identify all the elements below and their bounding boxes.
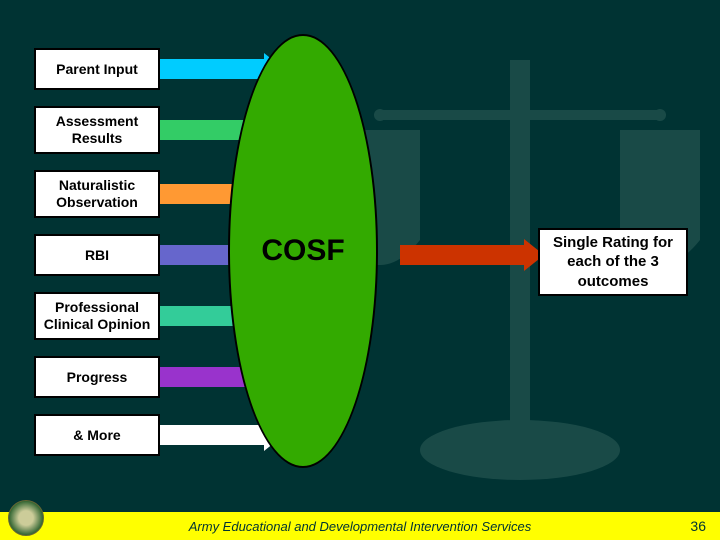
input-label-2: Naturalistic Observation [40,177,154,211]
input-label-1: Assessment Results [40,113,154,147]
input-box-5: Progress [34,356,160,398]
input-box-0: Parent Input [34,48,160,90]
cosf-label: COSF [261,234,344,268]
input-label-3: RBI [85,247,109,264]
slide-number: 36 [690,518,706,534]
footer-bar: Army Educational and Developmental Inter… [0,512,720,540]
output-arrow [400,245,524,265]
input-label-0: Parent Input [56,61,138,78]
input-box-3: RBI [34,234,160,276]
seal-icon [8,500,44,536]
input-box-4: Professional Clinical Opinion [34,292,160,340]
input-box-6: & More [34,414,160,456]
input-arrow-6 [160,425,264,445]
input-label-4: Professional Clinical Opinion [40,299,154,333]
input-box-2: Naturalistic Observation [34,170,160,218]
input-label-5: Progress [67,369,128,386]
input-label-6: & More [73,427,120,444]
output-label: Single Rating for each of the 3 outcomes [546,233,680,292]
input-box-1: Assessment Results [34,106,160,154]
output-box: Single Rating for each of the 3 outcomes [538,228,688,296]
cosf-ellipse: COSF [228,34,378,468]
footer-text: Army Educational and Developmental Inter… [189,519,532,534]
input-arrow-0 [160,59,264,79]
